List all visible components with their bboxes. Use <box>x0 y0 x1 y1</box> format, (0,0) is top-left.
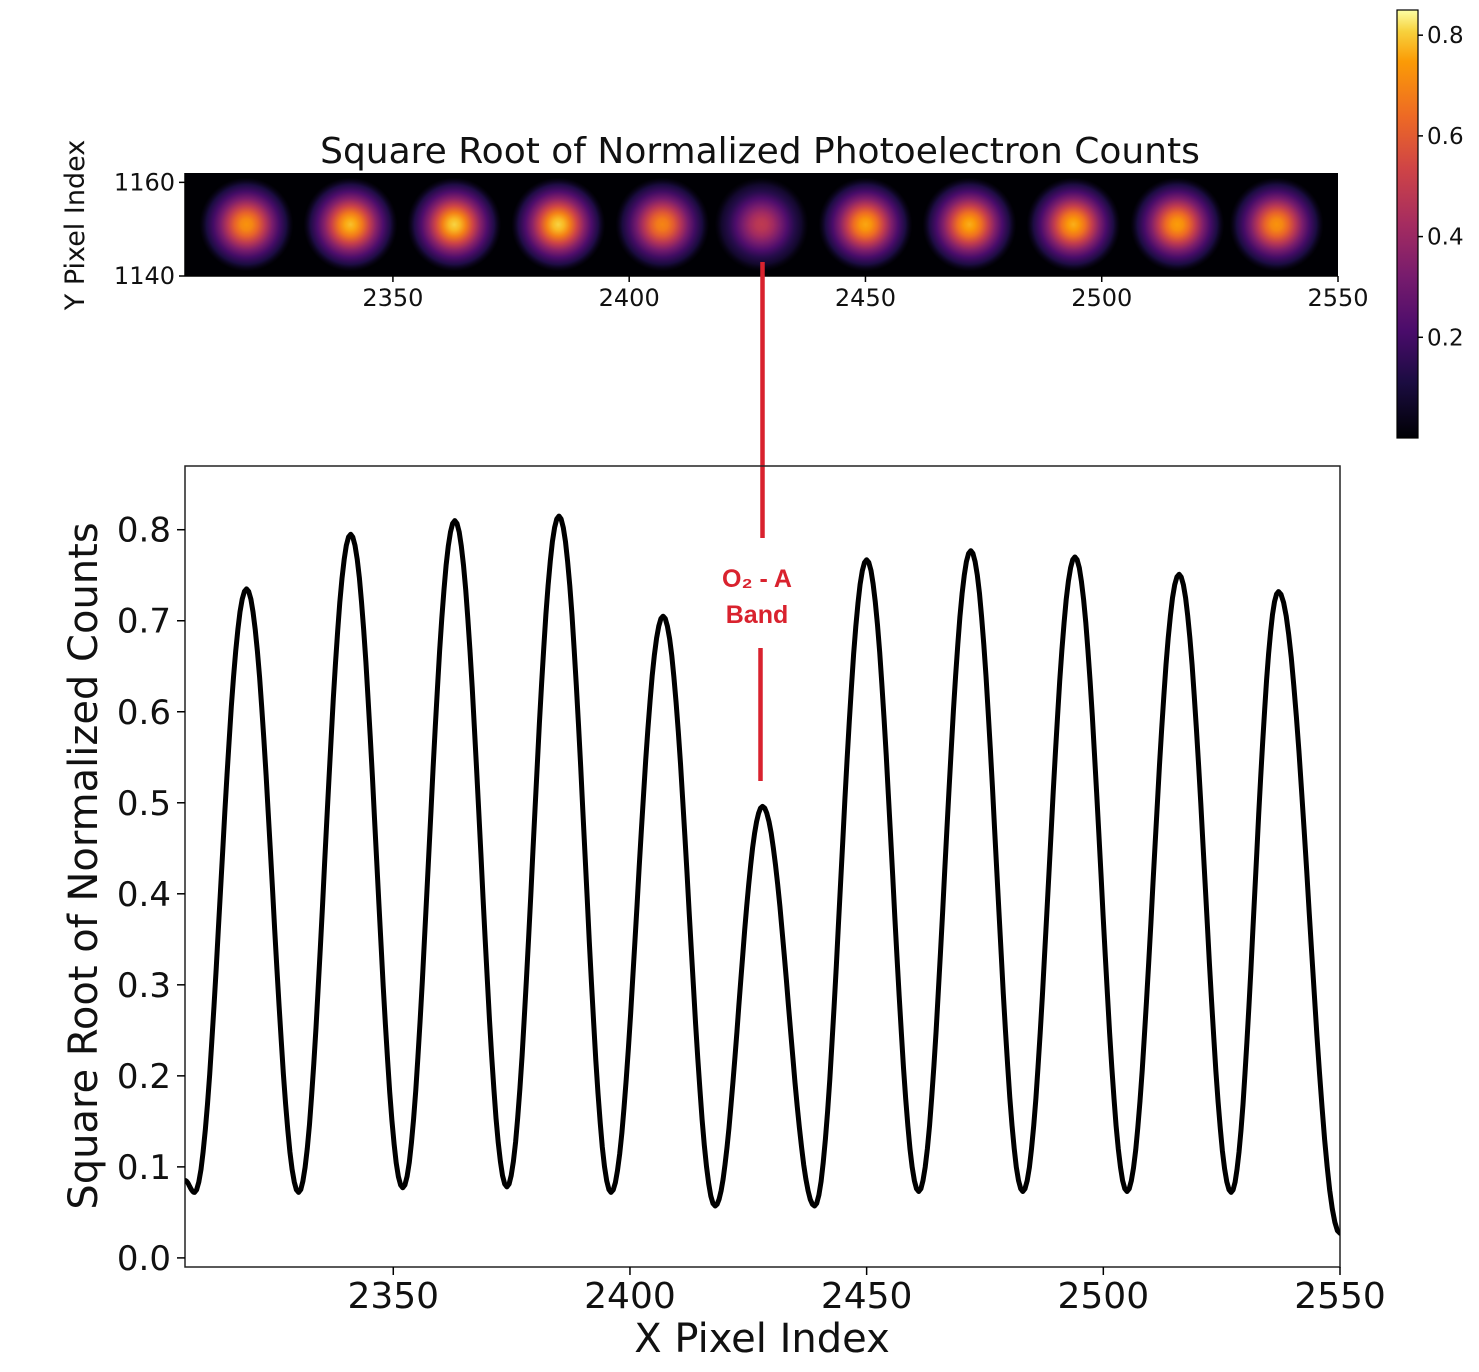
line-y-tick-label: 0.7 <box>117 602 171 642</box>
line-x-tick-label: 2400 <box>584 1276 676 1317</box>
heatmap-panel: Square Root of Normalized Photoelectron … <box>60 131 1369 312</box>
line-y-tick-label: 0.3 <box>117 966 171 1006</box>
heatmap-title: Square Root of Normalized Photoelectron … <box>320 131 1200 172</box>
heatmap-x-tick-label: 2500 <box>1071 284 1132 312</box>
colorbar-tick-label: 0.4 <box>1427 225 1464 251</box>
line-chart-panel: 2350 2400 2450 2500 2550 0.00.10.20.30.40.50… <box>61 465 1386 1362</box>
line-x-tick-label: 2500 <box>1058 1276 1150 1317</box>
colorbar-gradient <box>1396 9 1419 439</box>
heatmap-spot <box>818 177 913 272</box>
heatmap-y-tick-label: 1160 <box>114 168 175 196</box>
colorbar: 0.2 0.4 0.6 0.8 <box>1396 9 1464 439</box>
heatmap-x-tick-label: 2350 <box>362 284 423 312</box>
annotation-label-line2: Band <box>726 601 789 629</box>
line-y-tick-label: 0.2 <box>117 1057 171 1097</box>
line-y-tick-label: 0.1 <box>117 1148 171 1188</box>
line-x-tick-label: 2350 <box>347 1276 439 1317</box>
line-y-tick-label: 0.6 <box>117 693 171 733</box>
heatmap-x-tick-label: 2450 <box>835 284 896 312</box>
heatmap-spot <box>303 177 398 272</box>
heatmap-x-tick-label: 2550 <box>1307 284 1368 312</box>
line-chart-frame <box>184 465 1341 1268</box>
colorbar-ticks: 0.2 0.4 0.6 0.8 <box>1418 23 1464 351</box>
heatmap-x-tick-label: 2400 <box>599 284 660 312</box>
heatmap-spot <box>1229 177 1324 272</box>
heatmap-spot <box>1026 177 1121 272</box>
annotation-label-line1: O₂ - A <box>722 565 792 593</box>
heatmap-y-ticks: 1160 1140 <box>114 168 185 290</box>
heatmap-x-ticks: 2350 2400 2450 2500 2550 <box>362 276 1369 312</box>
line-y-ticks: 0.0 0.1 0.2 0.3 0.4 0.5 0.6 0.7 0.8 <box>117 511 185 1279</box>
line-x-label: X Pixel Index <box>634 1316 889 1362</box>
colorbar-tick-label: 0.8 <box>1427 23 1464 49</box>
heatmap-spot <box>1130 177 1225 272</box>
heatmap-spot <box>199 177 294 272</box>
line-y-tick-label: 0.5 <box>117 784 171 824</box>
line-y-tick-label: 0.0 <box>117 1239 171 1279</box>
heatmap-y-label: Y Pixel Index <box>60 140 91 311</box>
o2-a-band-annotation: O₂ - A Band <box>722 262 792 781</box>
series-line <box>185 513 1340 1236</box>
heatmap-spot <box>714 177 809 272</box>
heatmap-y-tick-label: 1140 <box>114 262 175 290</box>
line-x-tick-label: 2450 <box>821 1276 913 1317</box>
colorbar-tick-label: 0.2 <box>1427 325 1464 351</box>
heatmap-spots <box>199 177 1324 272</box>
line-x-tick-label: 2550 <box>1294 1276 1386 1317</box>
line-y-tick-label: 0.8 <box>117 511 171 551</box>
heatmap-spot <box>407 177 502 272</box>
heatmap-spot <box>922 177 1017 272</box>
heatmap-spot <box>511 177 606 272</box>
line-y-label: Square Root of Normalized Counts <box>61 522 107 1209</box>
line-y-tick-label: 0.4 <box>117 875 171 915</box>
heatmap-spot <box>615 177 710 272</box>
colorbar-tick-label: 0.6 <box>1427 124 1464 150</box>
line-x-ticks: 2350 2400 2450 2500 2550 <box>347 1267 1386 1317</box>
